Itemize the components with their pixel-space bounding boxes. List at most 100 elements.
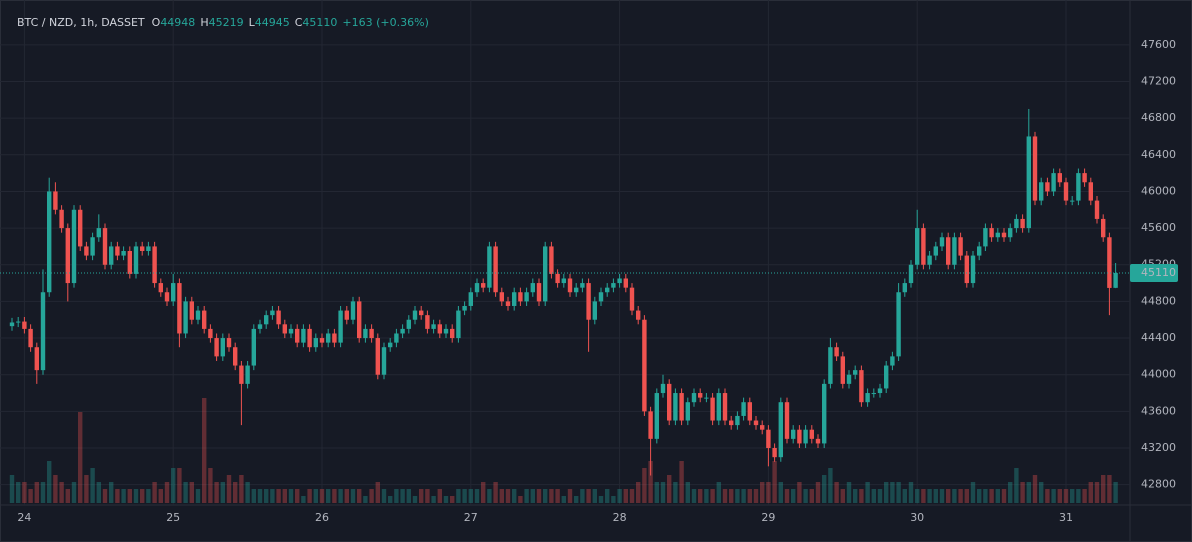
candle-body [369, 328, 374, 339]
candle-body [592, 301, 597, 320]
volume-bar [834, 482, 839, 503]
volume-bar [276, 489, 281, 503]
volume-bar [939, 489, 945, 503]
volume-bar [394, 489, 399, 503]
candle-body [431, 324, 436, 329]
volume-bar [1113, 482, 1118, 503]
candle-body [16, 321, 21, 323]
volume-bar [419, 489, 424, 503]
volume-bar [214, 482, 219, 503]
volume-bar [462, 489, 467, 503]
y-tick-label: 43600 [1141, 404, 1176, 417]
candle-body [685, 402, 690, 421]
volume-bar [747, 489, 752, 503]
y-tick-label: 42800 [1141, 478, 1176, 491]
candle-body [1039, 182, 1044, 201]
candle-body [1076, 173, 1081, 201]
volume-bar [884, 482, 889, 503]
volume-bar [760, 482, 765, 503]
volume-bar [927, 489, 932, 503]
candle-body [766, 429, 771, 449]
volume-bar [152, 482, 157, 503]
volume-bar [96, 482, 101, 503]
volume-bar [555, 489, 560, 503]
volume-bar [65, 489, 70, 503]
volume-bar [332, 489, 337, 503]
volume-bar [425, 489, 430, 503]
candle-body [1014, 218, 1019, 229]
candle-body [1082, 173, 1087, 183]
volume-bar [115, 489, 120, 503]
volume-bar [722, 489, 728, 503]
volume-bar [667, 475, 672, 503]
candle-body [512, 292, 517, 306]
y-tick-label: 46400 [1141, 148, 1176, 161]
volume-bar [865, 482, 870, 503]
volume-bar [543, 489, 548, 503]
volume-bar [995, 489, 1000, 503]
volume-bar [350, 489, 356, 503]
volume-bar [183, 482, 188, 503]
volume-bar [40, 482, 46, 503]
candle-body [34, 347, 39, 371]
candle-body [927, 255, 932, 265]
candle-body [747, 402, 752, 421]
candle-body [158, 283, 163, 293]
volume-bar [710, 489, 715, 503]
volume-bar [1045, 489, 1050, 503]
volume-bar [412, 496, 418, 503]
symbol-title: BTC / NZD, 1h, DASSET [17, 16, 145, 29]
volume-bar [766, 482, 771, 503]
candle-body [437, 324, 442, 334]
candle-body [989, 228, 994, 238]
volume-bar [251, 489, 256, 503]
candle-body [47, 191, 52, 293]
candle-body [419, 310, 424, 316]
volume-bar [127, 489, 132, 503]
candle-body [301, 328, 306, 343]
volume-bar [784, 489, 790, 503]
volume-bar [177, 468, 182, 503]
volume-bar [226, 475, 232, 503]
candle-body [505, 301, 511, 306]
volume-bar [735, 489, 740, 503]
volume-bar [791, 489, 796, 503]
volume-bar [574, 496, 579, 503]
candle-body [815, 438, 821, 444]
candle-body [518, 292, 523, 302]
volume-bar [400, 489, 405, 503]
candle-body [270, 310, 275, 316]
volume-bar [264, 489, 269, 503]
candle-body [1107, 237, 1112, 288]
volume-bar [1014, 468, 1019, 503]
candle-body [1101, 218, 1106, 238]
candle-body [276, 310, 281, 325]
candle-body [822, 383, 827, 444]
candle-body [251, 328, 256, 366]
ohlc-key: L [248, 16, 255, 29]
y-tick-label: 43200 [1141, 441, 1176, 454]
candle-body [580, 283, 585, 288]
candle-body [214, 338, 219, 357]
candle-body [716, 393, 721, 421]
candle-body [1001, 232, 1007, 238]
volume-bar [1001, 489, 1007, 503]
candle-body [679, 393, 684, 421]
volume-bar [233, 482, 238, 503]
volume-bar [958, 489, 963, 503]
volume-bar [549, 489, 554, 503]
volume-bar [481, 482, 486, 503]
y-tick-label: 45600 [1141, 221, 1176, 234]
candle-body [977, 246, 982, 256]
volume-bar [195, 489, 201, 503]
volume-bar [1094, 482, 1100, 503]
candle-body [344, 310, 349, 320]
candle-body [1026, 136, 1031, 229]
volume-bar [326, 489, 331, 503]
candle-body [394, 333, 399, 343]
volume-bar [753, 489, 759, 503]
candle-body [239, 365, 244, 384]
volume-bar [499, 489, 504, 503]
volume-bar [493, 482, 498, 503]
